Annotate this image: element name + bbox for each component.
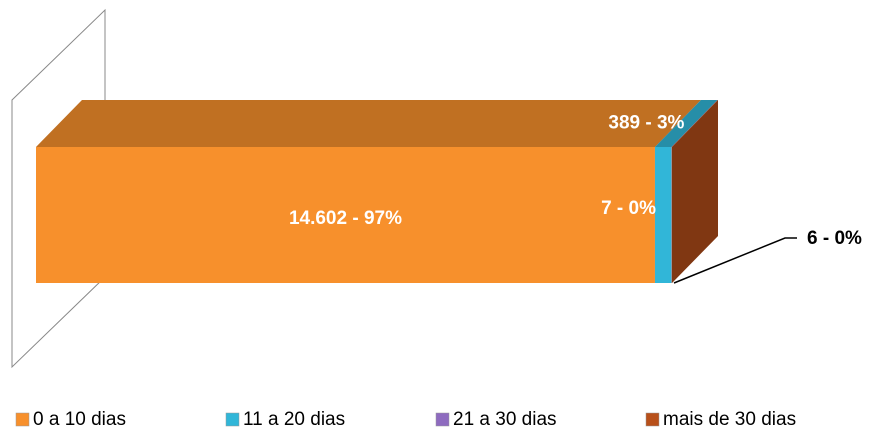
legend-marker	[15, 412, 30, 427]
bar-top-shade	[671, 100, 718, 147]
bar-top	[36, 100, 701, 147]
legend-marker	[225, 412, 240, 427]
data-label: 389 - 3%	[608, 113, 684, 134]
bar-top	[671, 100, 718, 147]
leader-line	[673, 237, 797, 284]
bar-side	[672, 100, 718, 283]
bar-segment	[36, 147, 655, 283]
legend-label: 0 a 10 dias	[33, 409, 126, 430]
bar-segment	[654, 147, 672, 283]
legend-label: 11 a 20 dias	[243, 409, 345, 430]
bar-top-shade	[36, 100, 701, 147]
bar-top	[654, 100, 718, 147]
legend-label: mais de 30 dias	[663, 409, 796, 430]
data-label: 7 - 0%	[601, 198, 656, 219]
bar-top-shade	[654, 100, 718, 147]
legend-marker	[435, 412, 450, 427]
data-label: 6 - 0%	[807, 228, 862, 249]
bar-top-shade	[671, 100, 718, 147]
legend-label: 21 a 30 dias	[453, 409, 557, 430]
legend-marker	[645, 412, 660, 427]
data-label: 14.602 - 97%	[289, 208, 402, 229]
bar-side-shade	[672, 100, 718, 283]
bar-top	[671, 100, 718, 147]
